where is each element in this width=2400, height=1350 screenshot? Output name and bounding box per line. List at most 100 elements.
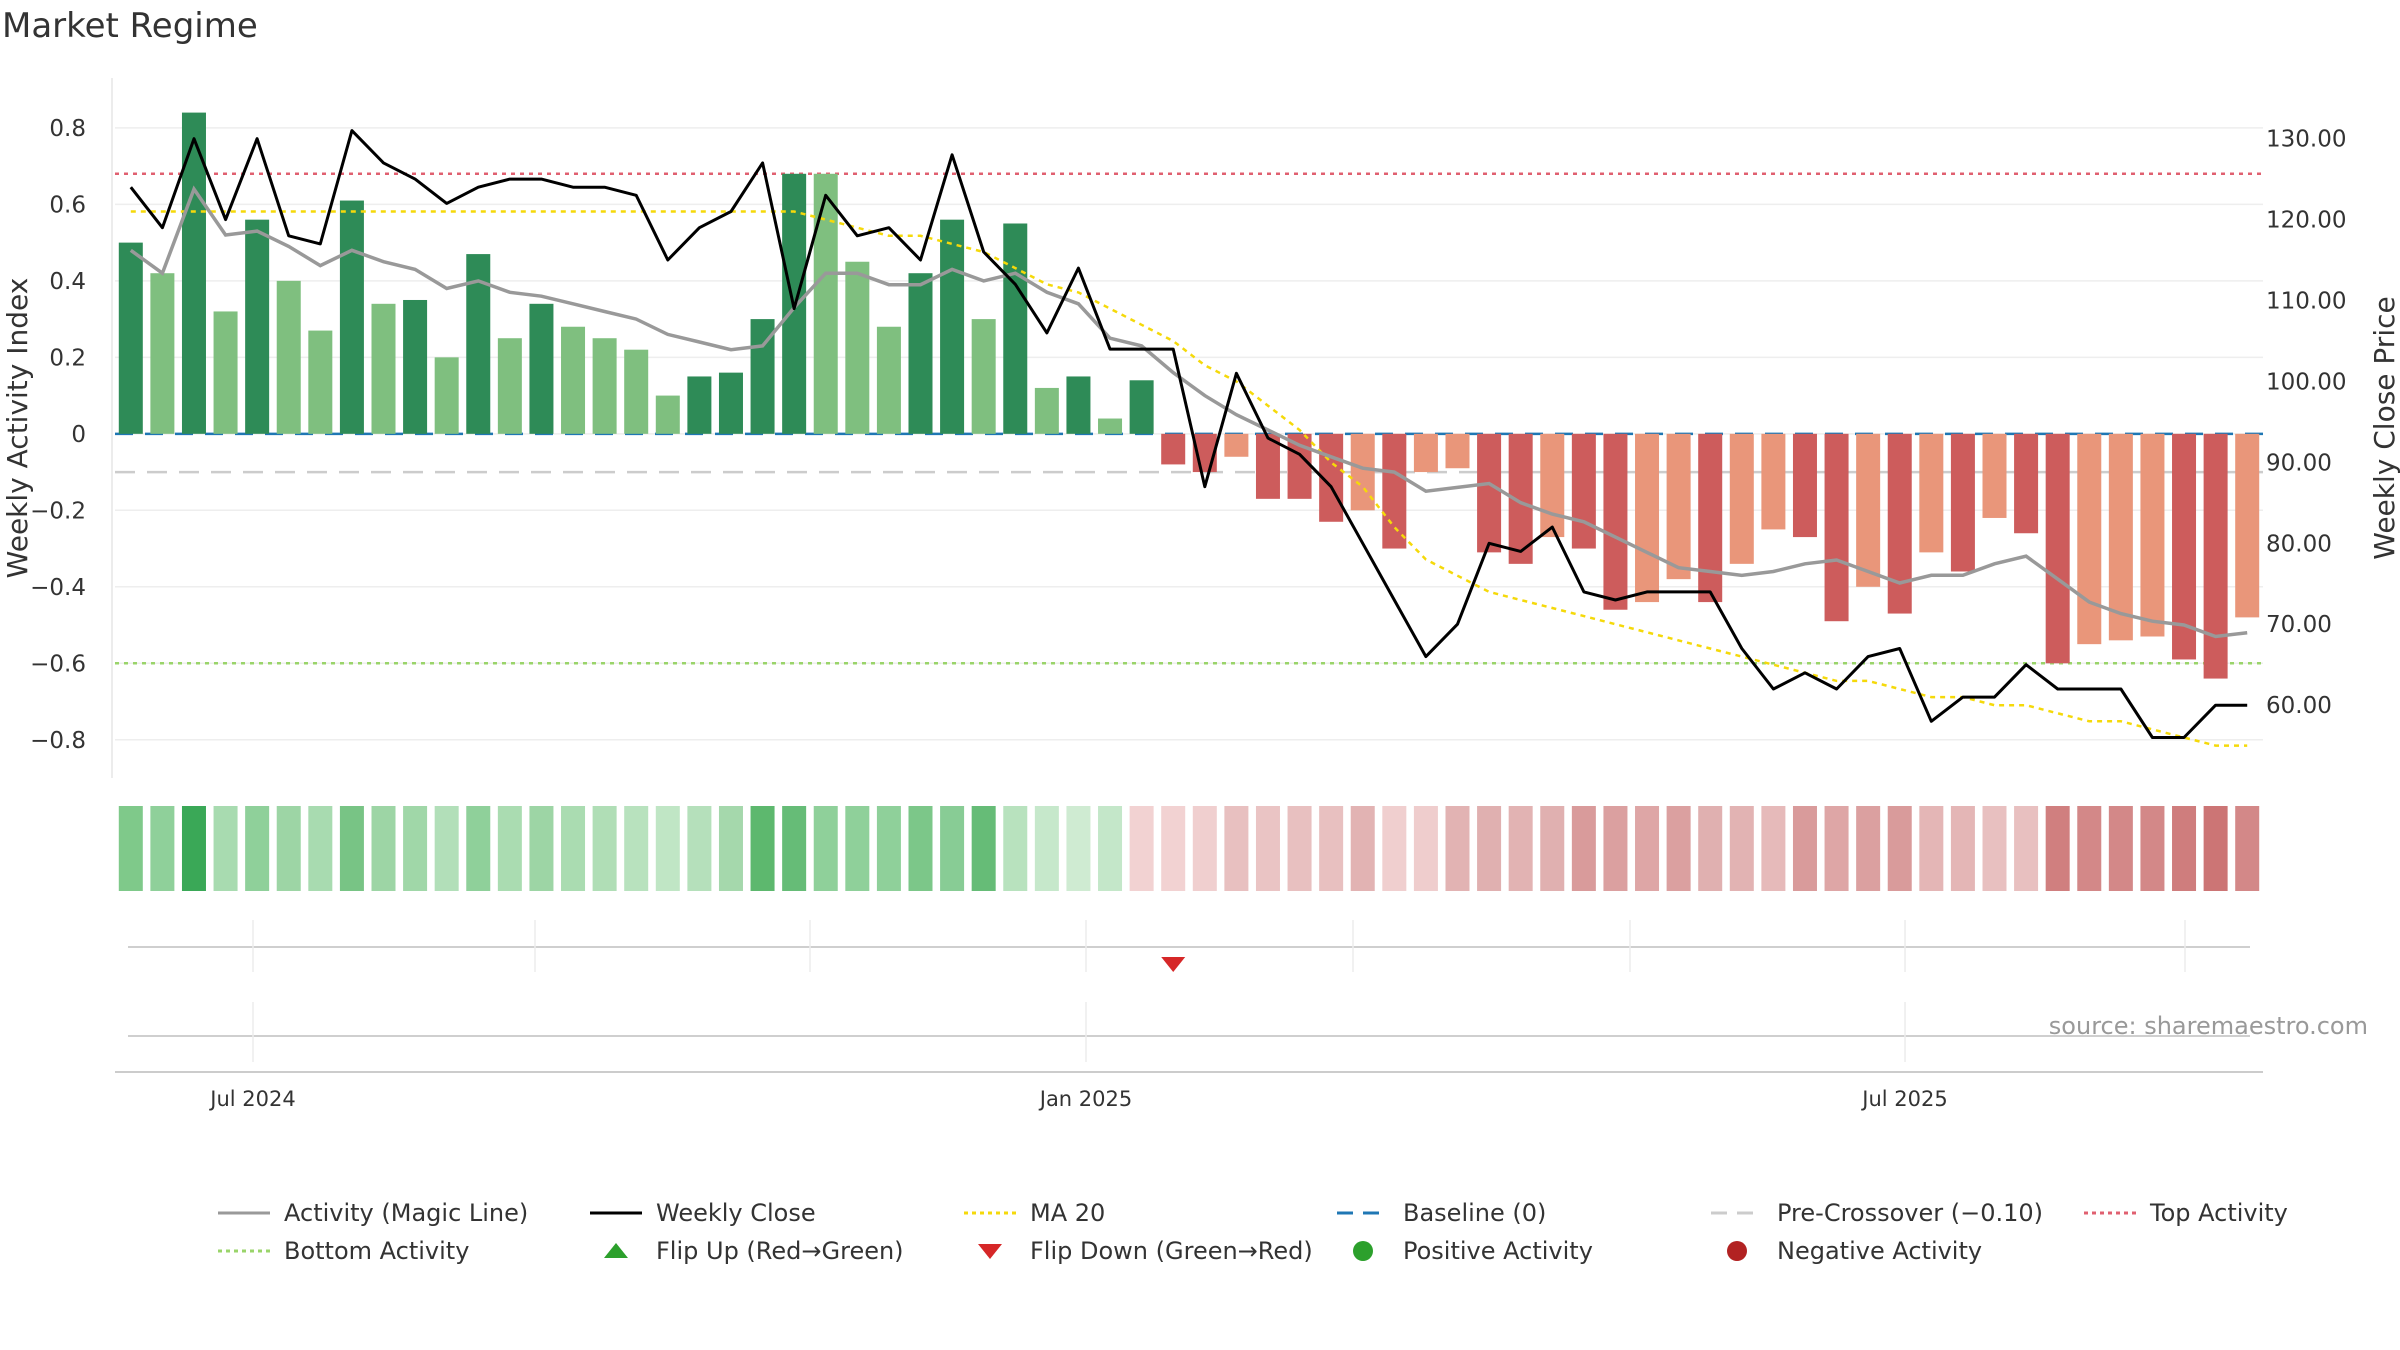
heat-strip-cell — [339, 806, 364, 891]
activity-bar — [1129, 380, 1154, 434]
heat-strip-cell — [845, 806, 870, 891]
reference-lines — [115, 172, 2263, 665]
legend-item: Weekly Close — [586, 1196, 816, 1230]
activity-bar — [1003, 223, 1028, 434]
heat-strip-cell — [782, 806, 807, 891]
source-credit: source: sharemaestro.com — [2049, 1012, 2368, 1040]
heat-strip-cell — [1982, 806, 2007, 891]
activity-bar — [529, 303, 554, 434]
y-axis-ticks: 0.8 0.6 0.4 0.2 0 −0.2 −0.4 −0.6 −0.8 — [30, 116, 86, 754]
activity-bar — [2172, 433, 2197, 660]
activity-bar — [2108, 433, 2133, 641]
heat-strip-cell — [1192, 806, 1217, 891]
activity-bar — [213, 311, 238, 434]
activity-bar — [2077, 433, 2102, 645]
y2-tick-label: 110.00 — [2266, 289, 2346, 315]
line-solid-gray-icon — [214, 1198, 274, 1228]
activity-bar — [1824, 433, 1849, 622]
flip-panel — [115, 946, 2263, 1073]
legend-item: Bottom Activity — [214, 1234, 469, 1268]
heat-strip-cell — [1319, 806, 1344, 891]
heat-strip-cell — [1034, 806, 1059, 891]
activity-bar — [624, 349, 649, 434]
activity-bar — [1635, 433, 1660, 603]
heat-strip-cell — [1887, 806, 1912, 891]
activity-bar — [2045, 433, 2070, 664]
heat-strip-cell — [308, 806, 333, 891]
y2-tick-label: 70.00 — [2266, 612, 2332, 638]
activity-bar — [2140, 433, 2165, 637]
activity-bar — [1950, 433, 1975, 572]
heat-strip-cell — [1508, 806, 1533, 891]
x-axis-ticks: Jul 2024 Jan 2025 Jul 2025 — [208, 920, 2186, 1111]
activity-bar — [561, 326, 586, 434]
heat-strip-cell — [1003, 806, 1028, 891]
legend-label: MA 20 — [1030, 1199, 1106, 1227]
heat-strip-cell — [718, 806, 743, 891]
legend-label: Positive Activity — [1403, 1237, 1593, 1265]
line-dotted-red-icon — [2080, 1198, 2140, 1228]
legend-label: Flip Down (Green→Red) — [1030, 1237, 1313, 1265]
activity-bar — [1571, 433, 1596, 549]
activity-bar — [1445, 433, 1470, 469]
activity-bar — [1856, 433, 1881, 587]
y-axis-label: Weekly Activity Index — [1, 278, 34, 579]
heat-strip-cell — [1761, 806, 1786, 891]
activity-bar — [150, 273, 175, 434]
legend-label: Weekly Close — [656, 1199, 816, 1227]
legend-item: Top Activity — [2080, 1196, 2288, 1230]
activity-bar — [1413, 433, 1438, 473]
heat-strip-cell — [529, 806, 554, 891]
heat-strip-cell — [1161, 806, 1186, 891]
activity-bar — [718, 372, 743, 434]
y-tick-label: −0.4 — [30, 575, 86, 601]
legend-label: Flip Up (Red→Green) — [656, 1237, 904, 1265]
heat-strip-cell — [497, 806, 522, 891]
series-lines — [129, 129, 2248, 747]
activity-bar — [118, 242, 143, 434]
activity-bar — [845, 261, 870, 434]
line-dashed-blue-icon — [1333, 1198, 1393, 1228]
y-tick-label: 0.6 — [49, 192, 86, 218]
line-dotted-green-icon — [214, 1236, 274, 1266]
heat-strip-cell — [2203, 806, 2228, 891]
legend-item: Positive Activity — [1333, 1234, 1593, 1268]
dot-green-icon — [1333, 1236, 1393, 1266]
activity-bar — [1792, 433, 1817, 538]
legend-label: Pre-Crossover (−0.10) — [1777, 1199, 2044, 1227]
heat-strip-cell — [1445, 806, 1470, 891]
activity-bar — [1729, 433, 1754, 564]
weekly-close-line — [129, 129, 2248, 739]
activity-bar — [1161, 433, 1186, 465]
heat-strip-cell — [624, 806, 649, 891]
y2-tick-label: 90.00 — [2266, 450, 2332, 476]
activity-bar — [371, 303, 396, 434]
activity-bar — [1603, 433, 1628, 610]
heat-strip-cell — [1698, 806, 1723, 891]
y2-tick-label: 100.00 — [2266, 369, 2346, 395]
heat-strip-cell — [1666, 806, 1691, 891]
heat-strip-cell — [1129, 806, 1154, 891]
heat-strip-cell — [276, 806, 301, 891]
activity-bar — [181, 112, 206, 434]
activity-bar — [1761, 433, 1786, 530]
activity-bar — [940, 219, 965, 434]
y2-tick-label: 60.00 — [2266, 693, 2332, 719]
heat-strip-cell — [971, 806, 996, 891]
legend-item: Pre-Crossover (−0.10) — [1707, 1196, 2043, 1230]
activity-bar — [434, 357, 459, 434]
heat-strip-cell — [1255, 806, 1280, 891]
heat-strip-cell — [466, 806, 491, 891]
activity-bar — [2203, 433, 2228, 679]
heat-strip-cell — [2045, 806, 2070, 891]
heat-strip-cell — [2077, 806, 2102, 891]
heat-strip-cell — [940, 806, 965, 891]
heat-strip-cell — [876, 806, 901, 891]
triangle-down-red-icon — [960, 1236, 1020, 1266]
heat-strip-cell — [750, 806, 775, 891]
legend-label: Top Activity — [2150, 1199, 2288, 1227]
heat-strip-cell — [1224, 806, 1249, 891]
activity-bar — [276, 280, 301, 434]
heat-strip-cell — [1603, 806, 1628, 891]
activity-bar — [876, 326, 901, 434]
